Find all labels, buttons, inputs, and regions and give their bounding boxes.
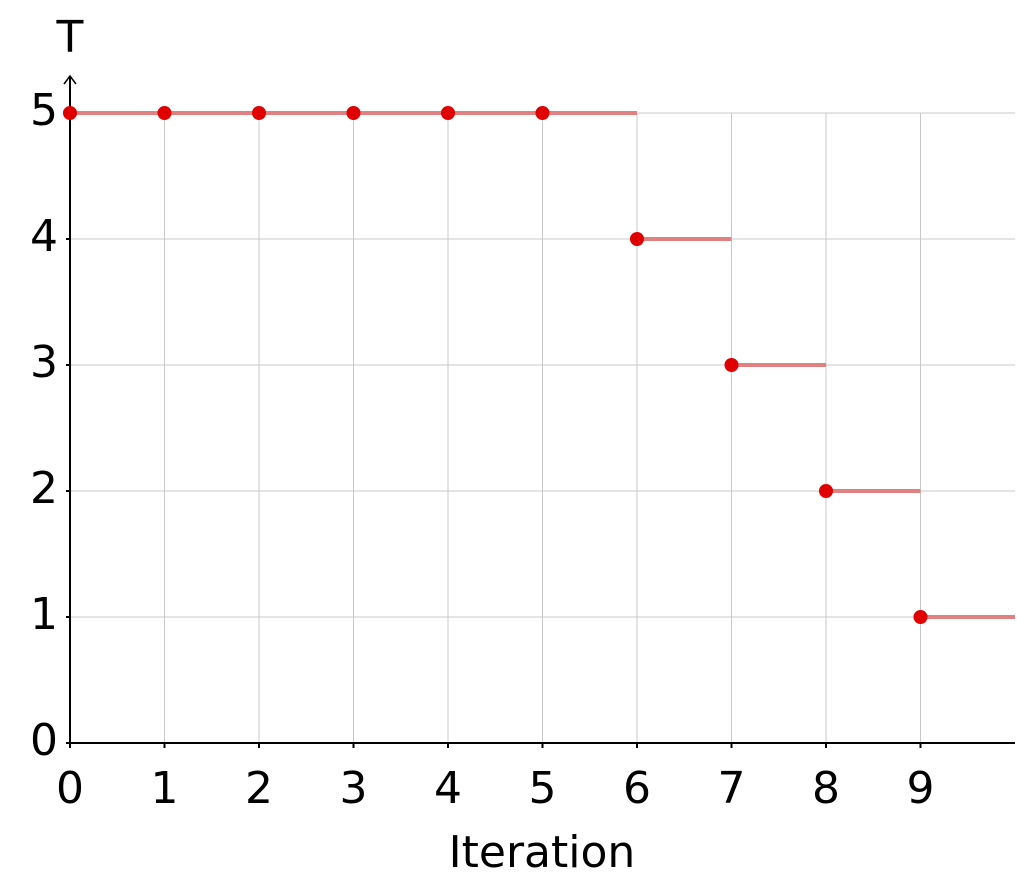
x-axis-label: Iteration — [449, 827, 636, 878]
point — [441, 106, 455, 120]
x-tick-label: 1 — [151, 763, 179, 814]
point — [346, 106, 361, 120]
point — [63, 106, 77, 120]
x-tick-label: 5 — [529, 763, 557, 814]
point — [535, 106, 550, 120]
x-tick-label: 3 — [340, 763, 368, 814]
y-axis-arrow — [63, 74, 77, 85]
x-tick-label: 8 — [812, 763, 840, 814]
x-tick-label: 7 — [718, 763, 746, 814]
point — [913, 610, 928, 624]
point — [630, 232, 644, 246]
y-axis-label: T — [56, 12, 84, 63]
x-tick-label: 4 — [434, 763, 462, 814]
x-tick-label: 2 — [245, 763, 273, 814]
point — [819, 484, 833, 498]
y-tick-label: 4 — [30, 211, 58, 262]
y-tick-label: 1 — [30, 589, 58, 640]
y-tick-label: 3 — [30, 337, 58, 388]
y-tick-label: 0 — [30, 715, 58, 766]
x-tick-label: 0 — [56, 763, 84, 814]
x-tick-label: 9 — [907, 763, 935, 814]
point — [252, 106, 266, 120]
y-tick-label: 2 — [30, 463, 58, 514]
x-tick-label: 6 — [623, 763, 651, 814]
point — [157, 106, 172, 120]
y-tick-label: 5 — [30, 85, 58, 136]
point — [724, 358, 739, 372]
